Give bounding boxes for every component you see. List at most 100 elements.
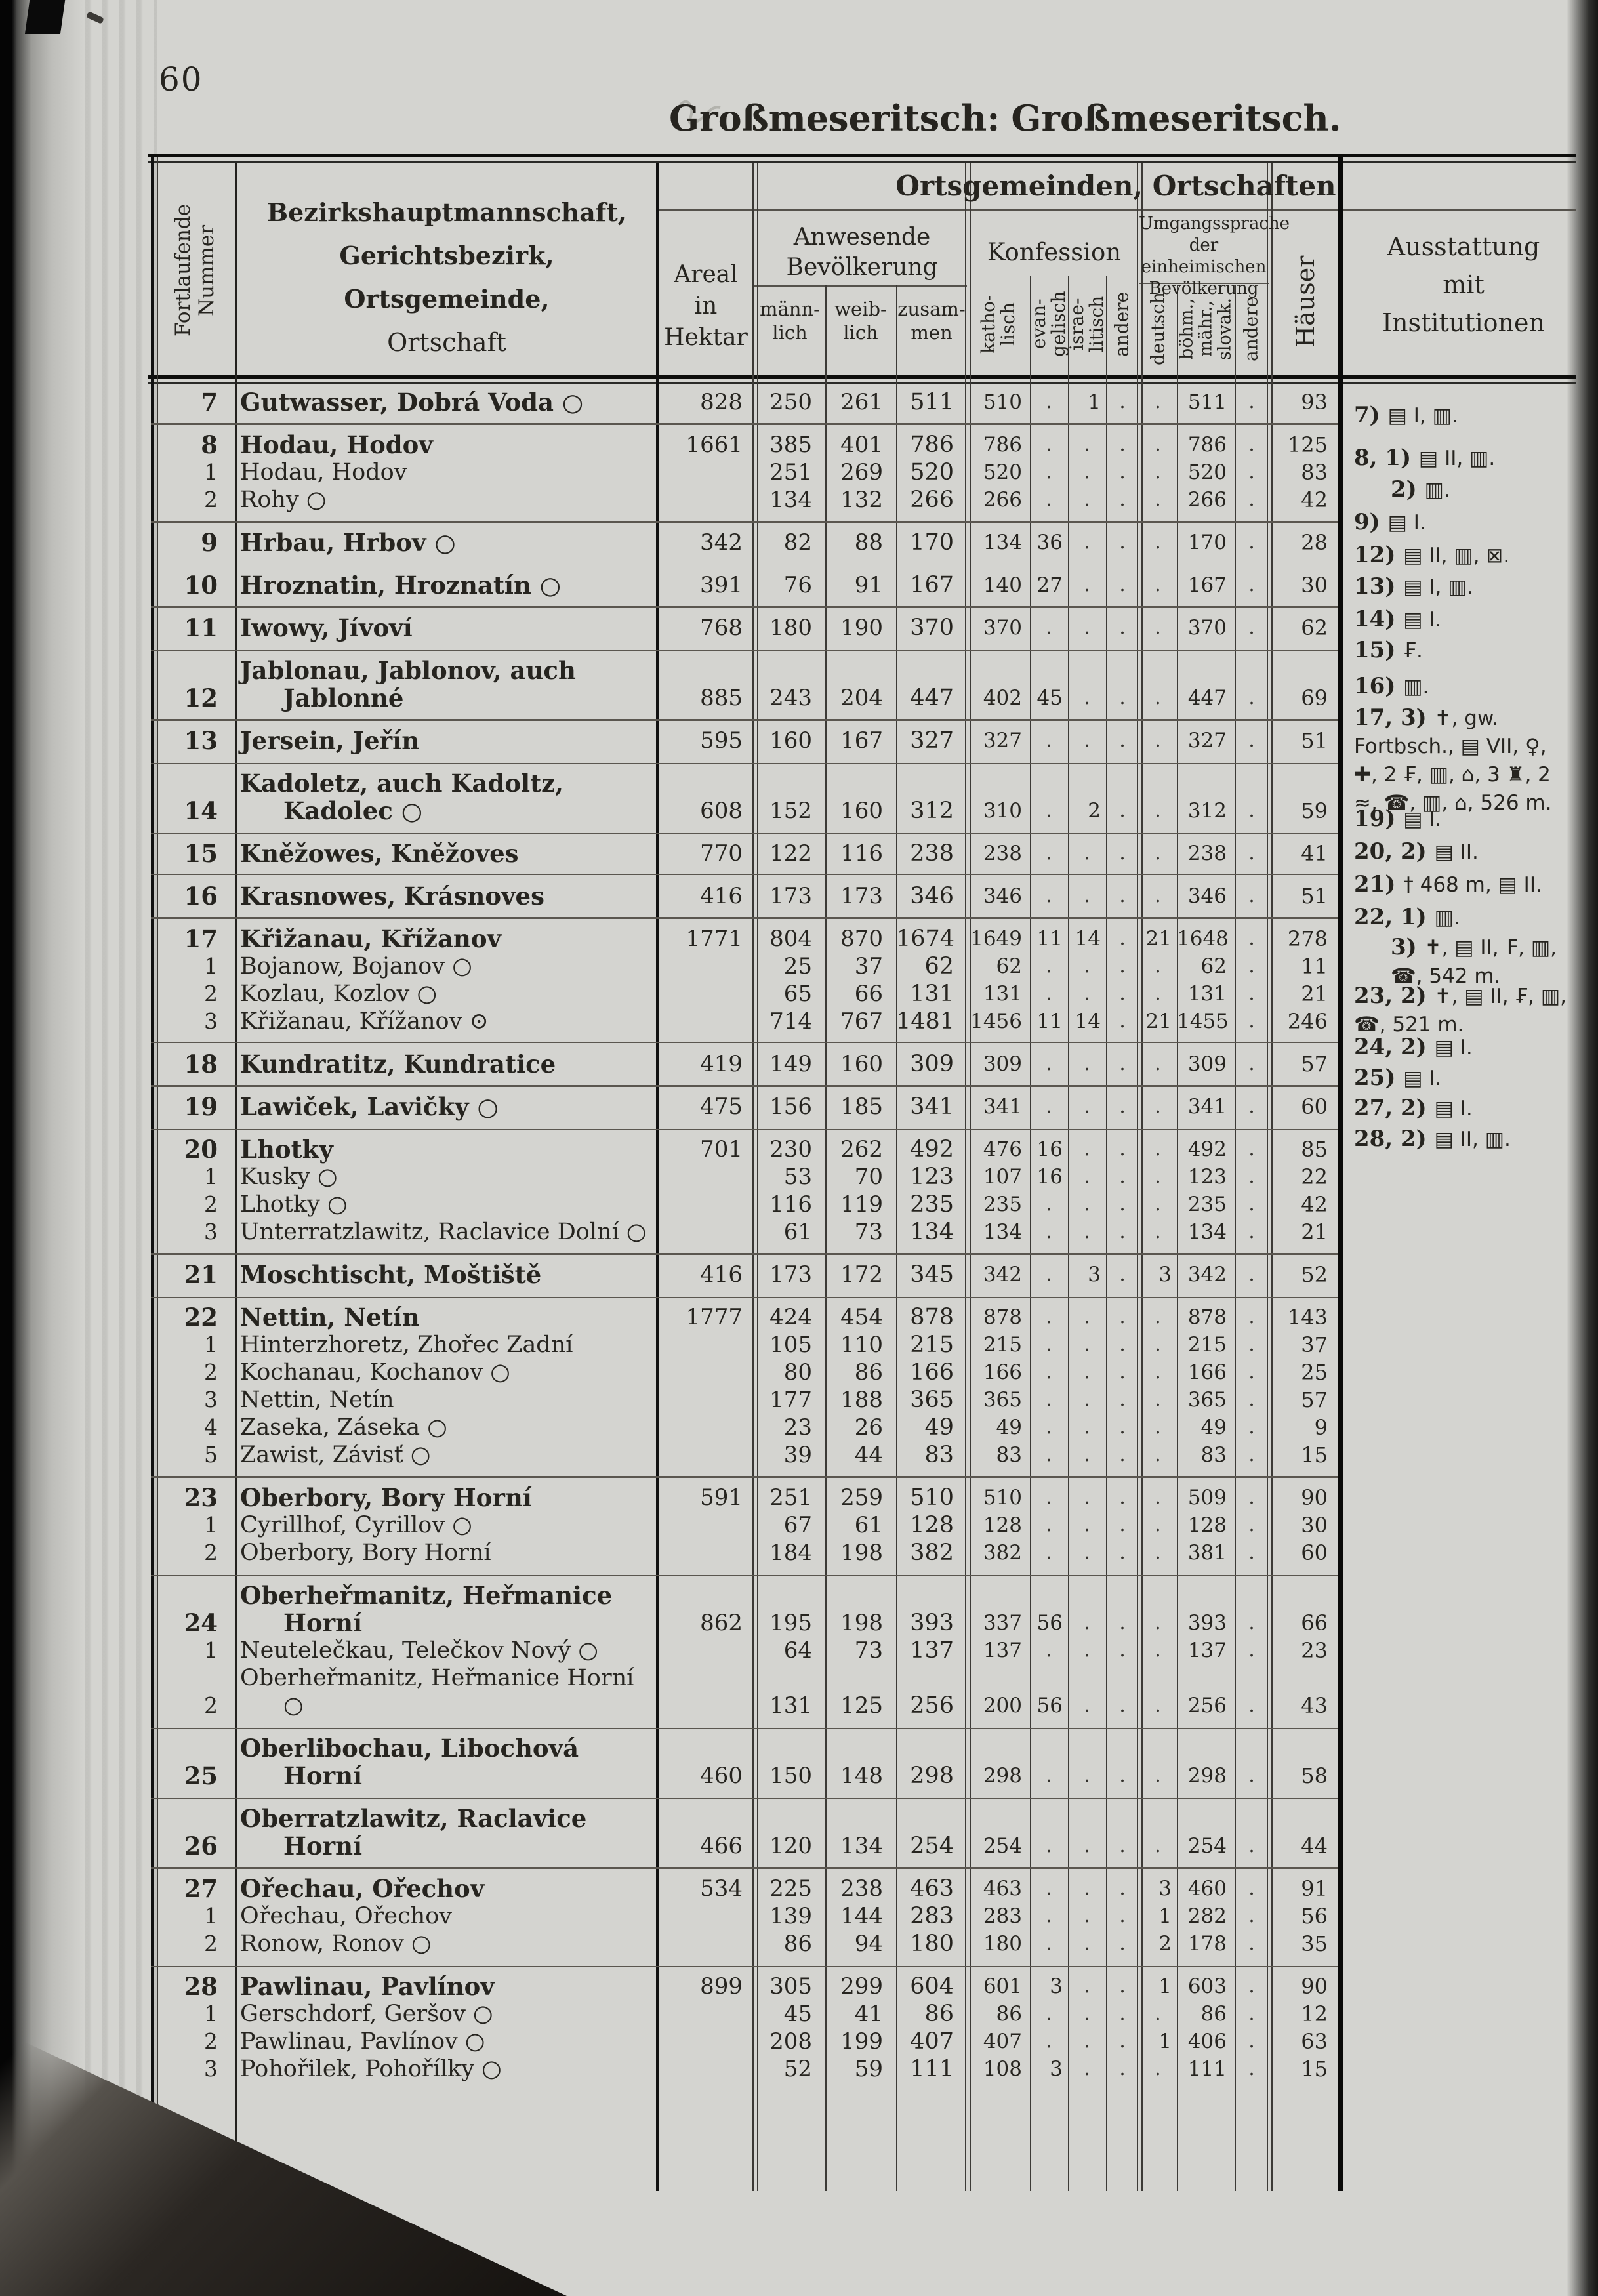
cell-num: 18	[184, 1050, 218, 1078]
note-label: 22, 1)	[1354, 904, 1435, 930]
ausstattung-note: 22, 1) ▥.	[1354, 903, 1576, 932]
cell-sprache-andere: .	[1248, 1486, 1255, 1509]
cell-sprache-andere: .	[1248, 1877, 1255, 1900]
cell-evangelisch: .	[1046, 1443, 1052, 1466]
table-row: 28 Pawlinau, Pavlínov 899 305 299 604 601 3.. 1 6…	[151, 1973, 1338, 2000]
cell-sprache-andere: .	[1248, 1975, 1255, 1998]
cell-israelitisch: .	[1084, 1416, 1090, 1439]
table-row: 2 Rohy ○ 134 132 266 266.... 266. 42	[151, 486, 1338, 514]
cell-deutsch: .	[1155, 461, 1161, 483]
row-separator	[151, 1128, 1338, 1130]
cell-weiblich: 188	[840, 1387, 883, 1413]
cell-sprache-andere: .	[1248, 686, 1255, 709]
cell-maennlich: 80	[783, 1359, 812, 1385]
row-separator	[151, 1797, 1338, 1799]
table-row: 17 Křižanau, Křížanov 1771 804 870 1674 1649 11…	[151, 925, 1338, 953]
header-anwesende: Anwesende Bevölkerung	[786, 224, 938, 281]
cell-name: Lhotky ○	[240, 1191, 348, 1218]
cell-konf-andere: .	[1119, 1486, 1126, 1509]
cell-konf-andere: .	[1119, 433, 1126, 456]
row-separator	[151, 1476, 1338, 1478]
row-separator	[151, 521, 1338, 523]
cell-evangelisch: .	[1046, 1904, 1052, 1927]
cell-num: 22	[184, 1303, 218, 1332]
cell-katholisch: 510	[983, 1486, 1022, 1509]
cell-boehmisch: 167	[1187, 573, 1227, 597]
cell-evangelisch: 56	[1036, 1611, 1063, 1635]
cell-katholisch: 131	[983, 982, 1022, 1006]
cell-israelitisch: .	[1084, 461, 1090, 483]
cell-konf-andere: .	[1119, 1333, 1126, 1356]
ausstattung-note: 20, 2) ▤ II.	[1354, 838, 1576, 866]
cell-israelitisch: .	[1084, 531, 1090, 554]
cell-deutsch: .	[1155, 488, 1161, 511]
cell-name: Gerschdorf, Geršov ○	[240, 2001, 493, 2027]
cell-katholisch: 107	[983, 1165, 1022, 1189]
cell-evangelisch: 11	[1036, 1010, 1063, 1033]
cell-katholisch: 215	[983, 1333, 1022, 1357]
cell-weiblich: 144	[840, 1903, 883, 1929]
cell-deutsch: 1	[1158, 1904, 1172, 1928]
cell-haeuser: 60	[1301, 1094, 1328, 1119]
ausstattung-note: 21) † 468 m, ▤ II.	[1354, 871, 1576, 899]
cell-maennlich: 225	[769, 1876, 812, 1902]
cell-weiblich: 26	[854, 1414, 883, 1441]
municipality-group: 26 Oberratzlawitz, Raclavice Horní 466 120 1…	[151, 1800, 1338, 1866]
cell-num: 10	[184, 571, 218, 600]
cell-katholisch: 62	[996, 954, 1022, 978]
cell-deutsch: .	[1155, 1694, 1161, 1717]
cell-zusammen: 346	[910, 883, 954, 909]
cell-maennlich: 152	[769, 798, 812, 824]
cell-haeuser: 90	[1301, 1974, 1328, 1999]
cell-zusammen: 131	[910, 981, 954, 1007]
cell-hektar: 342	[700, 529, 743, 556]
row-separator	[151, 832, 1338, 834]
cell-weiblich: 199	[840, 2028, 883, 2055]
cell-evangelisch: 16	[1036, 1138, 1063, 1161]
note-symbols: ▤ I.	[1387, 511, 1426, 535]
header-fortlaufende-nummer: Fortlaufende Nummer	[171, 203, 218, 337]
cell-israelitisch: .	[1084, 1513, 1090, 1536]
cell-deutsch: .	[1155, 1220, 1161, 1243]
cell-boehmisch: 235	[1187, 1193, 1227, 1216]
cell-maennlich: 86	[783, 1931, 812, 1957]
cell-evangelisch: .	[1046, 461, 1052, 483]
cell-haeuser: 42	[1301, 487, 1328, 512]
cell-maennlich: 195	[769, 1610, 812, 1636]
cell-sprache-andere: .	[1248, 1513, 1255, 1536]
cell-katholisch: 298	[983, 1764, 1022, 1788]
table-row: 2 Oberbory, Bory Horní 184 198 382 382.... 381…	[151, 1539, 1338, 1567]
note-label: 21)	[1354, 871, 1404, 897]
table-row: 1 Hinterzhoretz, Zhořec Zadní 105 110 215 215…	[151, 1331, 1338, 1359]
cell-israelitisch: .	[1084, 1193, 1090, 1216]
cell-deutsch: .	[1155, 573, 1161, 596]
cell-name: Kusky ○	[240, 1164, 338, 1190]
cell-deutsch: 1	[1158, 2030, 1172, 2053]
cell-num: 1	[204, 1903, 218, 1929]
cell-num: 2	[204, 1931, 218, 1956]
cell-maennlich: 45	[783, 2001, 812, 2027]
cell-deutsch: .	[1155, 1541, 1161, 1564]
cell-boehmisch: 298	[1187, 1764, 1227, 1788]
cell-israelitisch: .	[1084, 1932, 1090, 1955]
cell-name: Pawlinau, Pavlínov	[240, 1972, 495, 2001]
scan-left-edge	[0, 0, 85, 2296]
cell-haeuser: 23	[1301, 1638, 1328, 1663]
cell-name: Lawiček, Lavičky ○	[240, 1092, 499, 1121]
cell-deutsch: 3	[1158, 1263, 1172, 1286]
cell-maennlich: 385	[769, 432, 812, 458]
cell-zusammen: 878	[910, 1304, 954, 1330]
cell-boehmisch: 878	[1187, 1305, 1227, 1329]
cell-sprache-andere: .	[1248, 461, 1255, 483]
cell-konf-andere: .	[1119, 1138, 1126, 1160]
cell-hektar: 1661	[686, 432, 743, 458]
cell-konf-andere: .	[1119, 1877, 1126, 1900]
cell-evangelisch: 36	[1036, 531, 1063, 554]
cell-zusammen: 215	[910, 1332, 954, 1358]
cell-israelitisch: .	[1084, 1165, 1090, 1188]
note-label: 12)	[1354, 542, 1404, 568]
cell-maennlich: 243	[769, 685, 812, 711]
cell-deutsch: .	[1155, 2002, 1161, 2025]
row-separator	[151, 1085, 1338, 1087]
cell-israelitisch: .	[1084, 1220, 1090, 1243]
